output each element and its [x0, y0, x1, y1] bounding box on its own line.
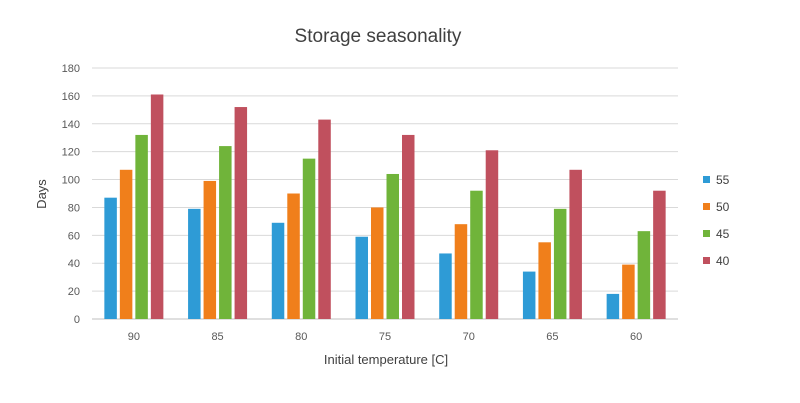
bar-50-60	[622, 264, 635, 319]
y-tick-label: 180	[62, 63, 80, 75]
gridlines	[92, 67, 678, 320]
bar-55-70	[439, 253, 452, 319]
bar-40-75	[402, 134, 415, 319]
y-tick-label: 140	[62, 119, 80, 131]
y-tick-label: 40	[68, 258, 80, 270]
bar-45-85	[219, 146, 232, 319]
legend-swatch-40	[703, 257, 710, 264]
legend-swatch-45	[703, 230, 710, 237]
y-tick-label: 160	[62, 91, 80, 103]
bar-40-85	[234, 107, 248, 320]
y-tick-label: 20	[68, 286, 80, 298]
legend-swatch-50	[703, 203, 710, 210]
bar-40-70	[485, 150, 499, 319]
bar-40-80	[318, 119, 331, 319]
bar-55-65	[522, 271, 536, 319]
legend-label-50: 50	[716, 200, 730, 214]
bar-45-70	[470, 190, 483, 319]
bar-50-80	[287, 193, 300, 319]
x-tick-label: 90	[128, 331, 140, 343]
bar-55-85	[188, 208, 201, 319]
bar-50-75	[371, 207, 384, 319]
x-tick-label: 85	[211, 331, 223, 343]
y-axis-ticks: 0 20 40 60 80 100 120 140 160 180	[62, 63, 80, 326]
bar-50-85	[203, 180, 217, 319]
bar-45-60	[637, 231, 651, 319]
y-axis-title: Days	[34, 179, 49, 209]
x-tick-label: 60	[630, 331, 642, 343]
bars	[104, 94, 666, 320]
chart-title: Storage seasonality	[295, 26, 462, 47]
legend-label-55: 55	[716, 173, 730, 187]
legend-swatch-55	[703, 176, 710, 183]
bar-40-60	[653, 190, 666, 319]
legend: 55 50 45 40	[703, 173, 730, 268]
y-tick-label: 0	[74, 314, 80, 326]
bar-45-90	[135, 134, 148, 319]
y-tick-label: 60	[68, 230, 80, 242]
bar-45-80	[302, 158, 316, 319]
bar-55-80	[271, 222, 285, 319]
x-tick-label: 75	[379, 331, 391, 343]
y-tick-label: 120	[62, 147, 80, 159]
x-axis-ticks: 90 85 80 75 70 65 60	[128, 331, 643, 343]
bar-55-75	[355, 236, 368, 319]
bar-50-65	[538, 242, 551, 319]
bar-55-60	[606, 293, 620, 319]
y-tick-label: 80	[68, 202, 80, 214]
legend-label-45: 45	[716, 227, 730, 241]
bar-40-65	[569, 169, 582, 319]
y-tick-label: 100	[62, 175, 80, 187]
x-tick-label: 80	[295, 331, 307, 343]
legend-label-40: 40	[716, 254, 730, 268]
bar-50-70	[454, 224, 468, 319]
bar-55-90	[104, 197, 117, 319]
x-tick-label: 70	[463, 331, 475, 343]
bar-45-75	[386, 173, 399, 319]
x-tick-label: 65	[546, 331, 558, 343]
bar-50-90	[119, 169, 133, 319]
x-axis-title: Initial temperature [C]	[324, 352, 448, 367]
bar-45-65	[553, 208, 567, 319]
bar-40-90	[150, 94, 164, 319]
